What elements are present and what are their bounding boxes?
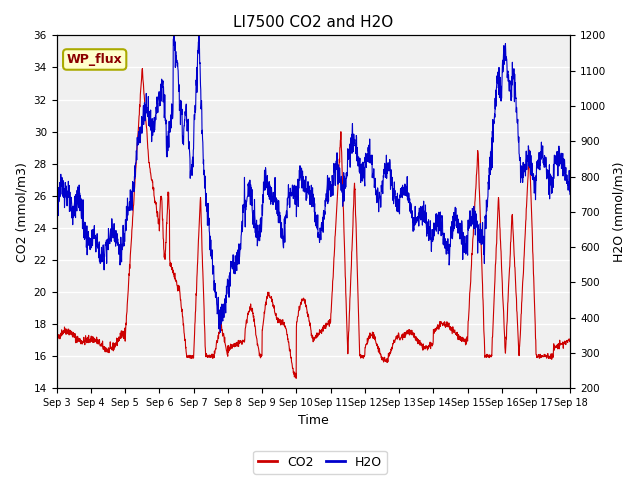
Title: LI7500 CO2 and H2O: LI7500 CO2 and H2O (234, 15, 394, 30)
Y-axis label: H2O (mmol/m3): H2O (mmol/m3) (612, 162, 625, 262)
X-axis label: Time: Time (298, 414, 329, 427)
Y-axis label: CO2 (mmol/m3): CO2 (mmol/m3) (15, 162, 28, 262)
Text: WP_flux: WP_flux (67, 53, 122, 66)
Legend: CO2, H2O: CO2, H2O (253, 451, 387, 474)
